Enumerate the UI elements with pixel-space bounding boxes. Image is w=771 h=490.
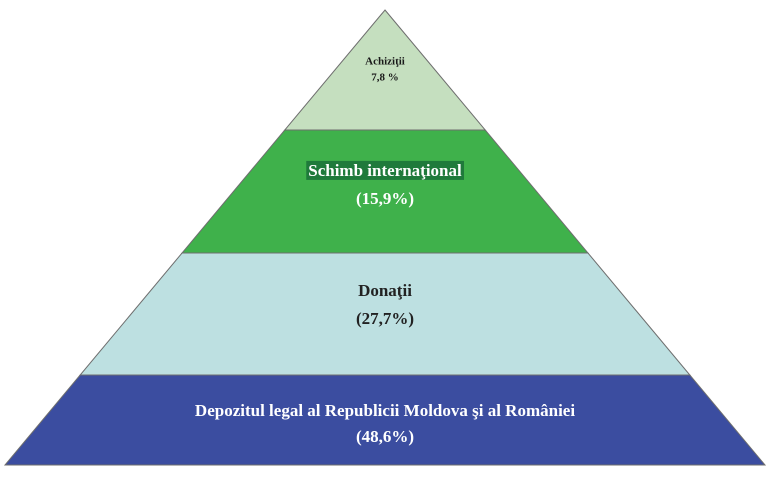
pyramid-layer xyxy=(3,374,767,466)
layer-value: (48,6%) xyxy=(356,427,414,446)
layer-label: Achiziţii xyxy=(365,56,405,68)
layer-label: Depozitul legal al Republicii Moldova şi… xyxy=(195,401,575,420)
label-highlight xyxy=(306,160,465,180)
layer-value: (27,7%) xyxy=(356,309,414,328)
layer-label: Schimb internaţional xyxy=(308,161,462,180)
pyramid-layer xyxy=(283,9,487,131)
layer-value: (15,9%) xyxy=(356,189,414,208)
layer-value: 7,8 % xyxy=(371,72,399,84)
layer-label: Donaţii xyxy=(358,281,412,300)
